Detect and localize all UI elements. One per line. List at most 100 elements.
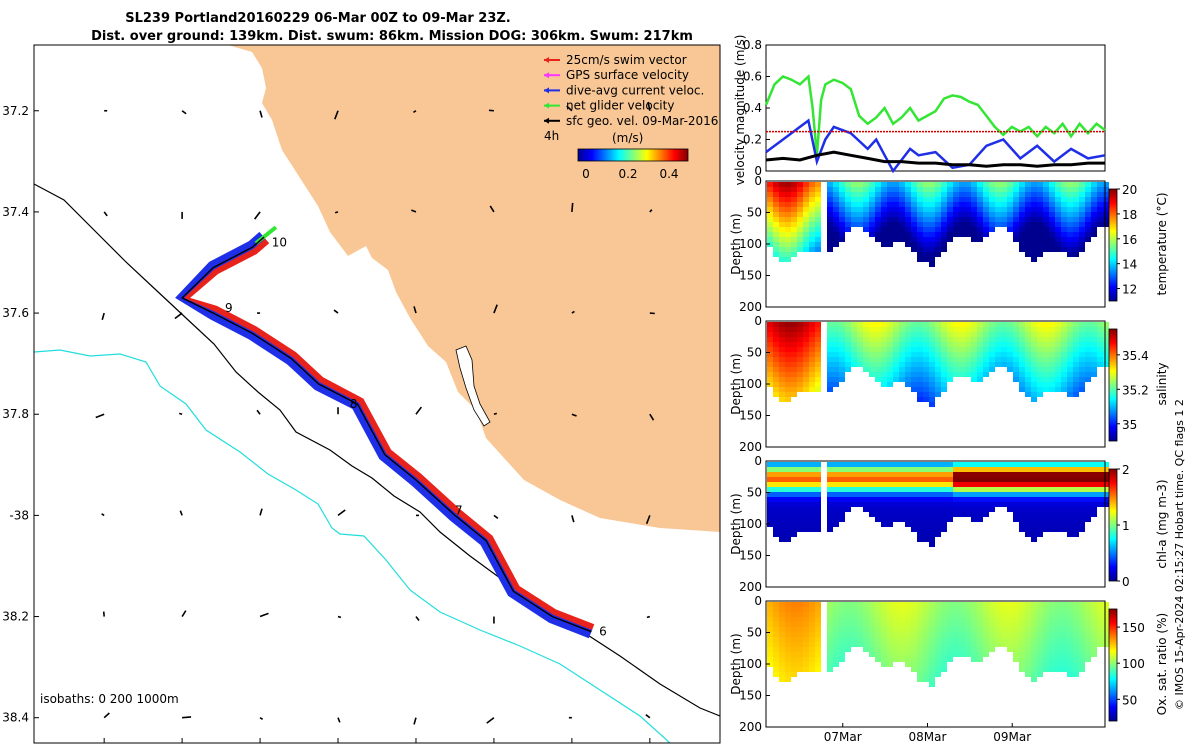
curtain-cell: [1097, 197, 1103, 202]
curtain-cell: [1097, 332, 1103, 337]
curtain-cell: [833, 227, 839, 232]
curtain-cell: [785, 642, 791, 647]
curtain-cell: [977, 377, 983, 382]
curtain-cell: [1085, 187, 1091, 192]
curtain-cell: [911, 362, 917, 367]
curtain-cell: [767, 212, 773, 217]
curtain-cell: [965, 462, 971, 467]
curtain-cell: [767, 507, 773, 512]
curtain-cell: [923, 387, 929, 392]
geo-arrow: [103, 712, 110, 719]
curtain-cell: [1013, 507, 1019, 512]
curtain-cell: [863, 227, 869, 232]
curtain-cell: [833, 637, 839, 642]
curtain-cell: [1031, 617, 1037, 622]
curtain-cell: [1079, 477, 1085, 482]
curtain-cell: [791, 522, 797, 527]
curtain-cell: [1067, 367, 1073, 372]
curtain-cell: [1037, 247, 1043, 252]
curtain-cell: [1031, 207, 1037, 212]
curtain-cell: [779, 467, 785, 472]
curtain-cell: [1079, 602, 1085, 607]
curtain-cell: [971, 187, 977, 192]
curtain-cell: [1097, 627, 1103, 632]
curtain-cell: [1007, 462, 1013, 467]
curtain-cell: [809, 182, 815, 187]
geo-arrow: [256, 409, 261, 415]
curtain-cell: [983, 492, 989, 497]
curtain-cell: [947, 347, 953, 352]
curtain-cell: [863, 627, 869, 632]
curtain-cell: [1019, 477, 1025, 482]
curtain-cell: [875, 357, 881, 362]
curtain-cell: [1025, 237, 1031, 242]
curtain-cell: [905, 472, 911, 477]
curtain-cell: [1025, 482, 1031, 487]
curtain-cell: [767, 482, 773, 487]
curtain-cell: [791, 462, 797, 467]
curtain-cell: [899, 647, 905, 652]
curtain-cell: [791, 202, 797, 207]
curtain-cell: [1067, 332, 1073, 337]
curtain-cell: [983, 337, 989, 342]
curtain-cell: [977, 237, 983, 242]
curtain-cell: [797, 242, 803, 247]
curtain-cell: [863, 492, 869, 497]
curtain-cell: [887, 372, 893, 377]
curtain-cell: [857, 202, 863, 207]
curtain-cell: [1073, 322, 1079, 327]
curtain-cell: [1055, 322, 1061, 327]
curtain-cell: [887, 632, 893, 637]
curtain-cell: [899, 627, 905, 632]
curtain-cell: [1001, 502, 1007, 507]
curtain-cell: [869, 192, 875, 197]
curtain-cell: [773, 342, 779, 347]
curtain-cell: [857, 617, 863, 622]
curtain-cell: [1097, 362, 1103, 367]
curtain-cell: [959, 357, 965, 362]
curtain-cell: [965, 512, 971, 517]
curtain-cell: [947, 237, 953, 242]
curtain-cell: [917, 672, 923, 677]
curtain-cell: [773, 492, 779, 497]
curtain-cell: [881, 217, 887, 222]
curtain-cell: [1031, 347, 1037, 352]
curtain-cell: [947, 227, 953, 232]
curtain-cell: [767, 517, 773, 522]
curtain-cell: [995, 492, 1001, 497]
curtain-cell: [887, 237, 893, 242]
curtain-cell: [839, 352, 845, 357]
curtain-cell: [887, 627, 893, 632]
curtain-cell: [815, 232, 821, 237]
curtain-cell: [803, 377, 809, 382]
curtain-cell: [797, 327, 803, 332]
curtain-cell: [953, 337, 959, 342]
curtain-cell: [953, 637, 959, 642]
curtain-cell: [1049, 372, 1055, 377]
curtain-cell: [1097, 622, 1103, 627]
curtain-cell: [959, 497, 965, 502]
curtain-cell: [773, 512, 779, 517]
curtain-cell: [779, 612, 785, 617]
curtain-cell: [767, 642, 773, 647]
curtain-cell: [899, 637, 905, 642]
curtain-cell: [1067, 462, 1073, 467]
curtain-cell: [881, 622, 887, 627]
curtain-cell: [1061, 647, 1067, 652]
curtain-cell: [791, 182, 797, 187]
curtain-cell: [833, 522, 839, 527]
curtain-cell: [935, 337, 941, 342]
curtain-cell: [833, 347, 839, 352]
curtain-cell: [887, 472, 893, 477]
curtain-cell: [1085, 227, 1091, 232]
curtain-cell: [977, 322, 983, 327]
curtain-cell: [1025, 197, 1031, 202]
curtain-cell: [911, 217, 917, 222]
curtain-cell: [1001, 467, 1007, 472]
curtain-cell: [1091, 182, 1097, 187]
curtain-cell: [833, 352, 839, 357]
curtain-cell: [779, 662, 785, 667]
curtain-cell: [791, 632, 797, 637]
legend-label: 25cm/s swim vector: [566, 53, 687, 67]
curtain-cell: [815, 337, 821, 342]
